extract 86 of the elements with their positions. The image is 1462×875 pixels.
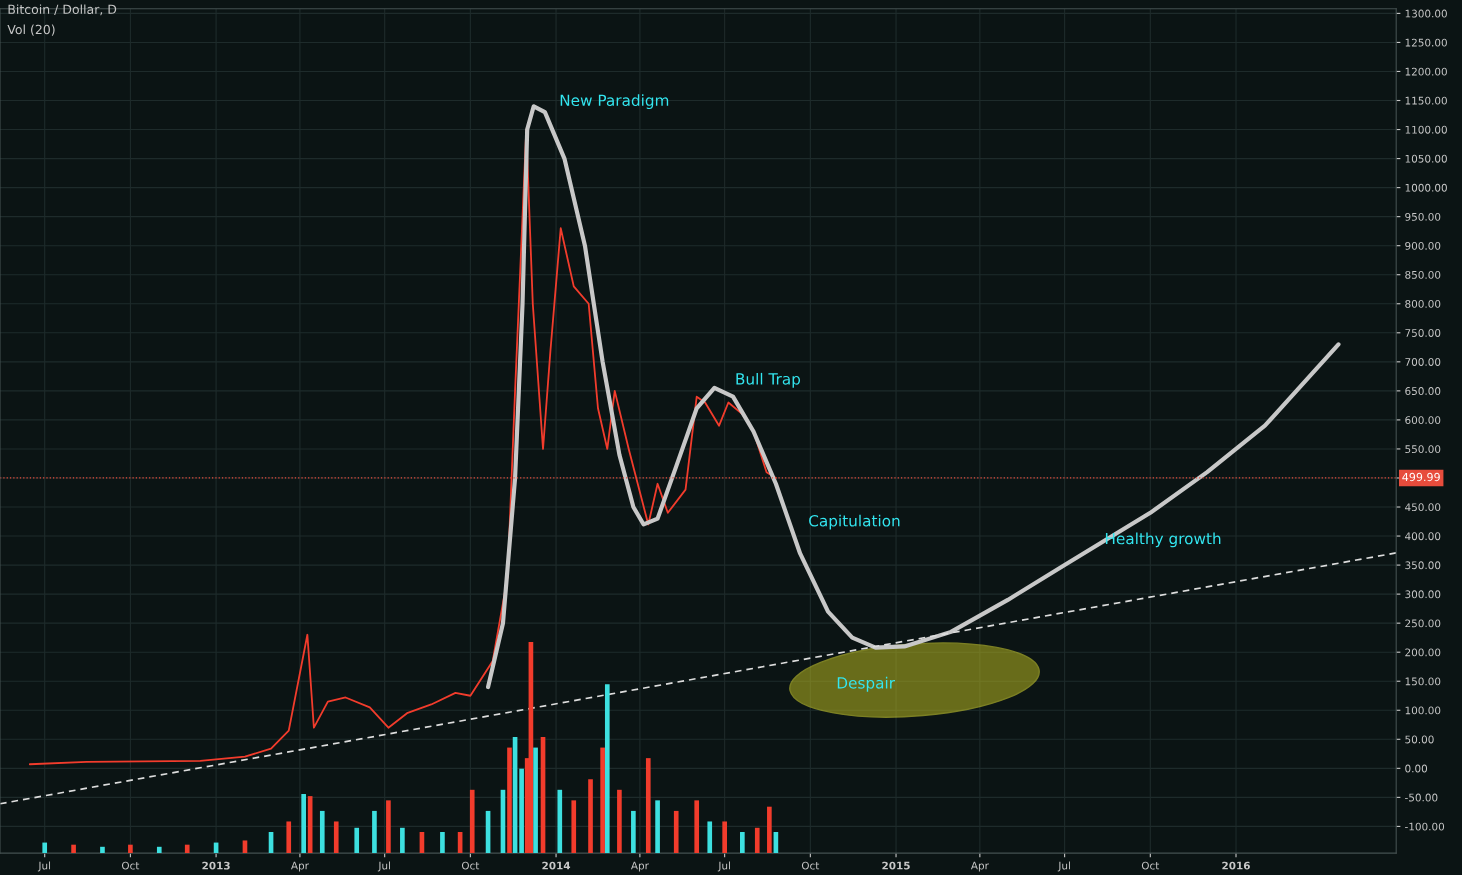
bar: [469, 789, 475, 854]
bar: [156, 846, 162, 854]
bar: [519, 768, 524, 854]
x-tick-label: Apr: [630, 861, 649, 872]
text: Vol (20): [7, 24, 55, 36]
bar: [319, 810, 325, 854]
bar: [354, 827, 360, 854]
bar: [128, 844, 133, 854]
bar: [372, 810, 377, 854]
y-tick-label: 600.00: [1405, 416, 1441, 425]
y-tick-label: 450.00: [1405, 503, 1441, 512]
x-tick-label: 2013: [202, 861, 230, 870]
chart-title: Bitcoin / Dollar, D: [8, 4, 117, 16]
bar: [71, 844, 76, 854]
y-tick-label: 750.00: [1405, 329, 1441, 337]
y-tick-label: -100.00: [1405, 822, 1445, 831]
y-tick-label: 1050.00: [1405, 154, 1447, 163]
y-tick-label: 150.00: [1405, 677, 1441, 686]
bar: [604, 684, 610, 854]
y-tick-label: 1300.00: [1405, 9, 1447, 18]
y-tick-label: 550.00: [1405, 445, 1441, 454]
bar: [440, 832, 445, 854]
x-tick-label: Oct: [801, 861, 820, 870]
bar: [767, 806, 772, 854]
bar: [533, 747, 538, 854]
annotation: New Paradigm: [560, 94, 669, 110]
x-tick-label: Oct: [121, 861, 140, 870]
x-tick-label: Apr: [970, 861, 989, 872]
annotation: Capitulation: [809, 514, 900, 530]
y-tick-label: 1000.00: [1405, 183, 1447, 192]
annotation: Bull Trap: [736, 372, 801, 388]
x-tick-label: 2015: [882, 861, 910, 870]
y-tick-label: 100.00: [1405, 706, 1441, 715]
ref-line-label: 499.99: [1402, 472, 1440, 482]
x-tick-label: Apr: [290, 861, 309, 872]
y-tick-label: 350.00: [1405, 561, 1441, 570]
y-tick-label: 900.00: [1405, 241, 1441, 250]
bar: [571, 800, 577, 854]
x-tick-label: Jul: [1057, 861, 1070, 872]
bar: [754, 827, 760, 854]
y-tick-label: 950.00: [1405, 212, 1441, 221]
annotation: Healthy growth: [1105, 532, 1221, 548]
bar: [386, 800, 391, 854]
bar: [645, 758, 651, 854]
y-tick-label: 1100.00: [1405, 125, 1447, 134]
bar: [631, 810, 636, 854]
bar: [722, 821, 727, 854]
bar: [400, 827, 405, 854]
y-tick-label: 650.00: [1405, 387, 1441, 395]
bar: [507, 747, 512, 854]
x-tick-label: 2016: [1222, 861, 1250, 870]
x-tick-label: Jul: [377, 861, 390, 872]
bar: [740, 832, 745, 854]
y-tick-label: 1200.00: [1405, 67, 1447, 76]
bar: [707, 821, 713, 854]
x-tick-label: Oct: [1141, 861, 1160, 870]
bar: [42, 842, 48, 854]
bar: [617, 789, 622, 854]
y-tick-label: 200.00: [1405, 648, 1441, 657]
y-tick-label: 700.00: [1405, 358, 1441, 366]
bar: [100, 846, 105, 854]
y-tick-label: 0.00: [1405, 764, 1428, 773]
y-tick-label: -50.00: [1405, 793, 1438, 802]
x-tick-label: 2014: [542, 861, 571, 870]
y-tick-label: 1150.00: [1405, 96, 1447, 105]
y-tick-label: 300.00: [1405, 590, 1441, 599]
x-tick-label: Oct: [461, 861, 480, 870]
y-tick-label: 1250.00: [1405, 38, 1447, 47]
bar: [333, 821, 339, 854]
bar: [600, 747, 605, 854]
y-tick-label: 800.00: [1405, 299, 1441, 308]
x-tick-label: Jul: [37, 861, 51, 872]
bar: [557, 789, 563, 854]
y-tick-label: 400.00: [1405, 532, 1441, 541]
bar: [655, 800, 660, 854]
y-tick-label: 250.00: [1405, 619, 1441, 628]
bar: [673, 810, 679, 854]
x-tick-label: Jul: [717, 861, 730, 872]
bar: [588, 779, 593, 854]
bar: [301, 794, 306, 854]
y-tick-label: 50.00: [1405, 735, 1434, 744]
bar: [184, 844, 190, 854]
bar: [286, 821, 292, 854]
y-tick-label: 850.00: [1405, 270, 1441, 279]
annotation: Despair: [837, 676, 895, 692]
bar: [694, 800, 700, 854]
